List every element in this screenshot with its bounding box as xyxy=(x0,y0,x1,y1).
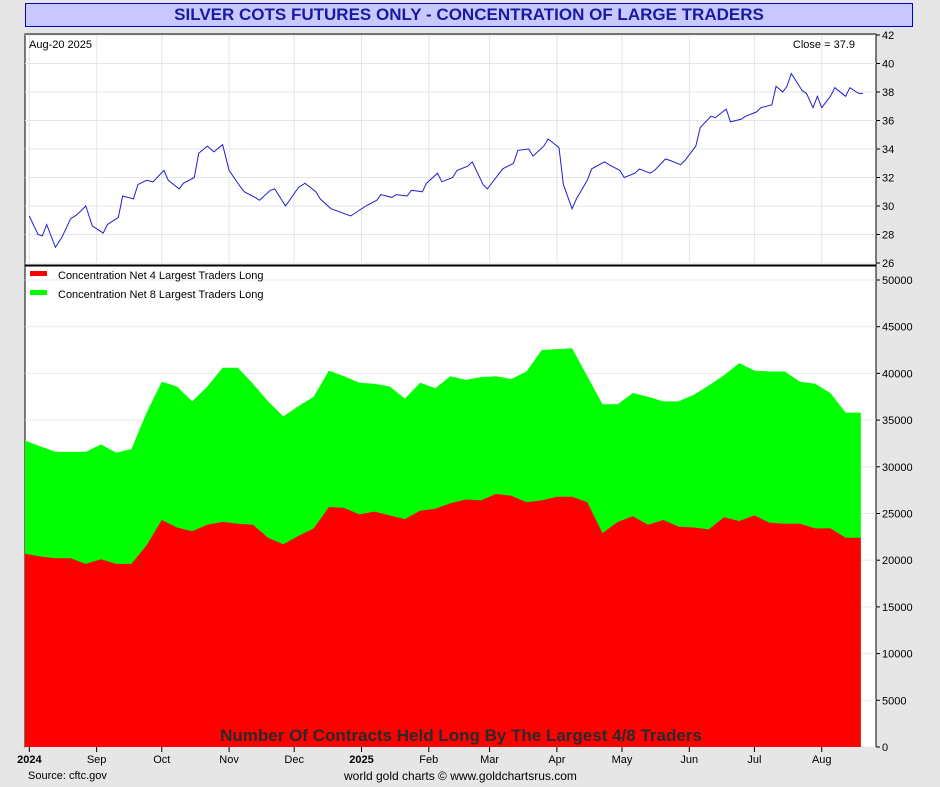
x-tick-label: 2025 xyxy=(349,754,373,766)
legend-swatch-net8 xyxy=(30,290,47,295)
concentration-tick-label: 30000 xyxy=(882,462,913,474)
price-tick-label: 42 xyxy=(882,30,894,42)
source-label: Source: cftc.gov xyxy=(28,770,107,782)
x-tick-label: Apr xyxy=(548,754,565,766)
concentration-tick-label: 50000 xyxy=(882,275,913,287)
concentration-tick-label: 20000 xyxy=(882,555,913,567)
price-tick-label: 36 xyxy=(882,116,894,128)
price-series-line xyxy=(28,72,863,249)
concentration-tick-label: 40000 xyxy=(882,368,913,380)
concentration-title: Number Of Contracts Held Long By The Lar… xyxy=(220,726,702,745)
x-axis: 2024 Sep Oct Nov Dec 2025 Feb Mar Apr May Jun Jul Au… xyxy=(17,747,832,766)
concentration-tick-label: 35000 xyxy=(882,415,913,427)
area-net4 xyxy=(25,493,861,747)
x-tick-label: Oct xyxy=(153,754,170,766)
x-tick-label: Aug xyxy=(812,754,832,766)
x-tick-label: Mar xyxy=(480,754,499,766)
x-tick-label: May xyxy=(612,754,633,766)
price-tick-label: 28 xyxy=(882,230,894,242)
legend-swatch-net4 xyxy=(30,271,47,276)
concentration-tick-label: 25000 xyxy=(882,509,913,521)
concentration-tick-label: 45000 xyxy=(882,322,913,334)
concentration-tick-label: 5000 xyxy=(882,695,906,707)
price-tick-label: 40 xyxy=(882,59,894,71)
concentration-y-axis: 0 5000 10000 15000 20000 25000 30000 35000 40000… xyxy=(876,275,913,754)
legend-label-net8: Concentration Net 8 Largest Traders Long xyxy=(58,289,263,301)
concentration-tick-label: 0 xyxy=(882,742,888,754)
price-tick-label: 26 xyxy=(882,258,894,270)
price-tick-label: 34 xyxy=(882,144,894,156)
close-label: Close = 37.9 xyxy=(793,39,855,51)
x-tick-label: Sep xyxy=(87,754,107,766)
price-tick-label: 38 xyxy=(882,87,894,99)
date-label: Aug-20 2025 xyxy=(29,39,92,51)
x-tick-label: Jul xyxy=(747,754,761,766)
x-tick-label: 2024 xyxy=(17,754,42,766)
chart-title: SILVER COTS FUTURES ONLY - CONCENTRATION… xyxy=(25,3,913,27)
price-tick-label: 32 xyxy=(882,173,894,185)
credit-label: world gold charts © www.goldchartsrus.co… xyxy=(344,769,577,783)
x-tick-label: Dec xyxy=(284,754,304,766)
price-tick-label: 30 xyxy=(882,201,894,213)
x-tick-label: Feb xyxy=(419,754,438,766)
legend-label-net4: Concentration Net 4 Largest Traders Long xyxy=(58,270,263,282)
price-y-axis: 26 28 30 32 34 36 38 40 42 xyxy=(876,30,894,270)
concentration-tick-label: 15000 xyxy=(882,602,913,614)
x-tick-label: Jun xyxy=(680,754,698,766)
concentration-tick-label: 10000 xyxy=(882,649,913,661)
x-tick-label: Nov xyxy=(219,754,239,766)
